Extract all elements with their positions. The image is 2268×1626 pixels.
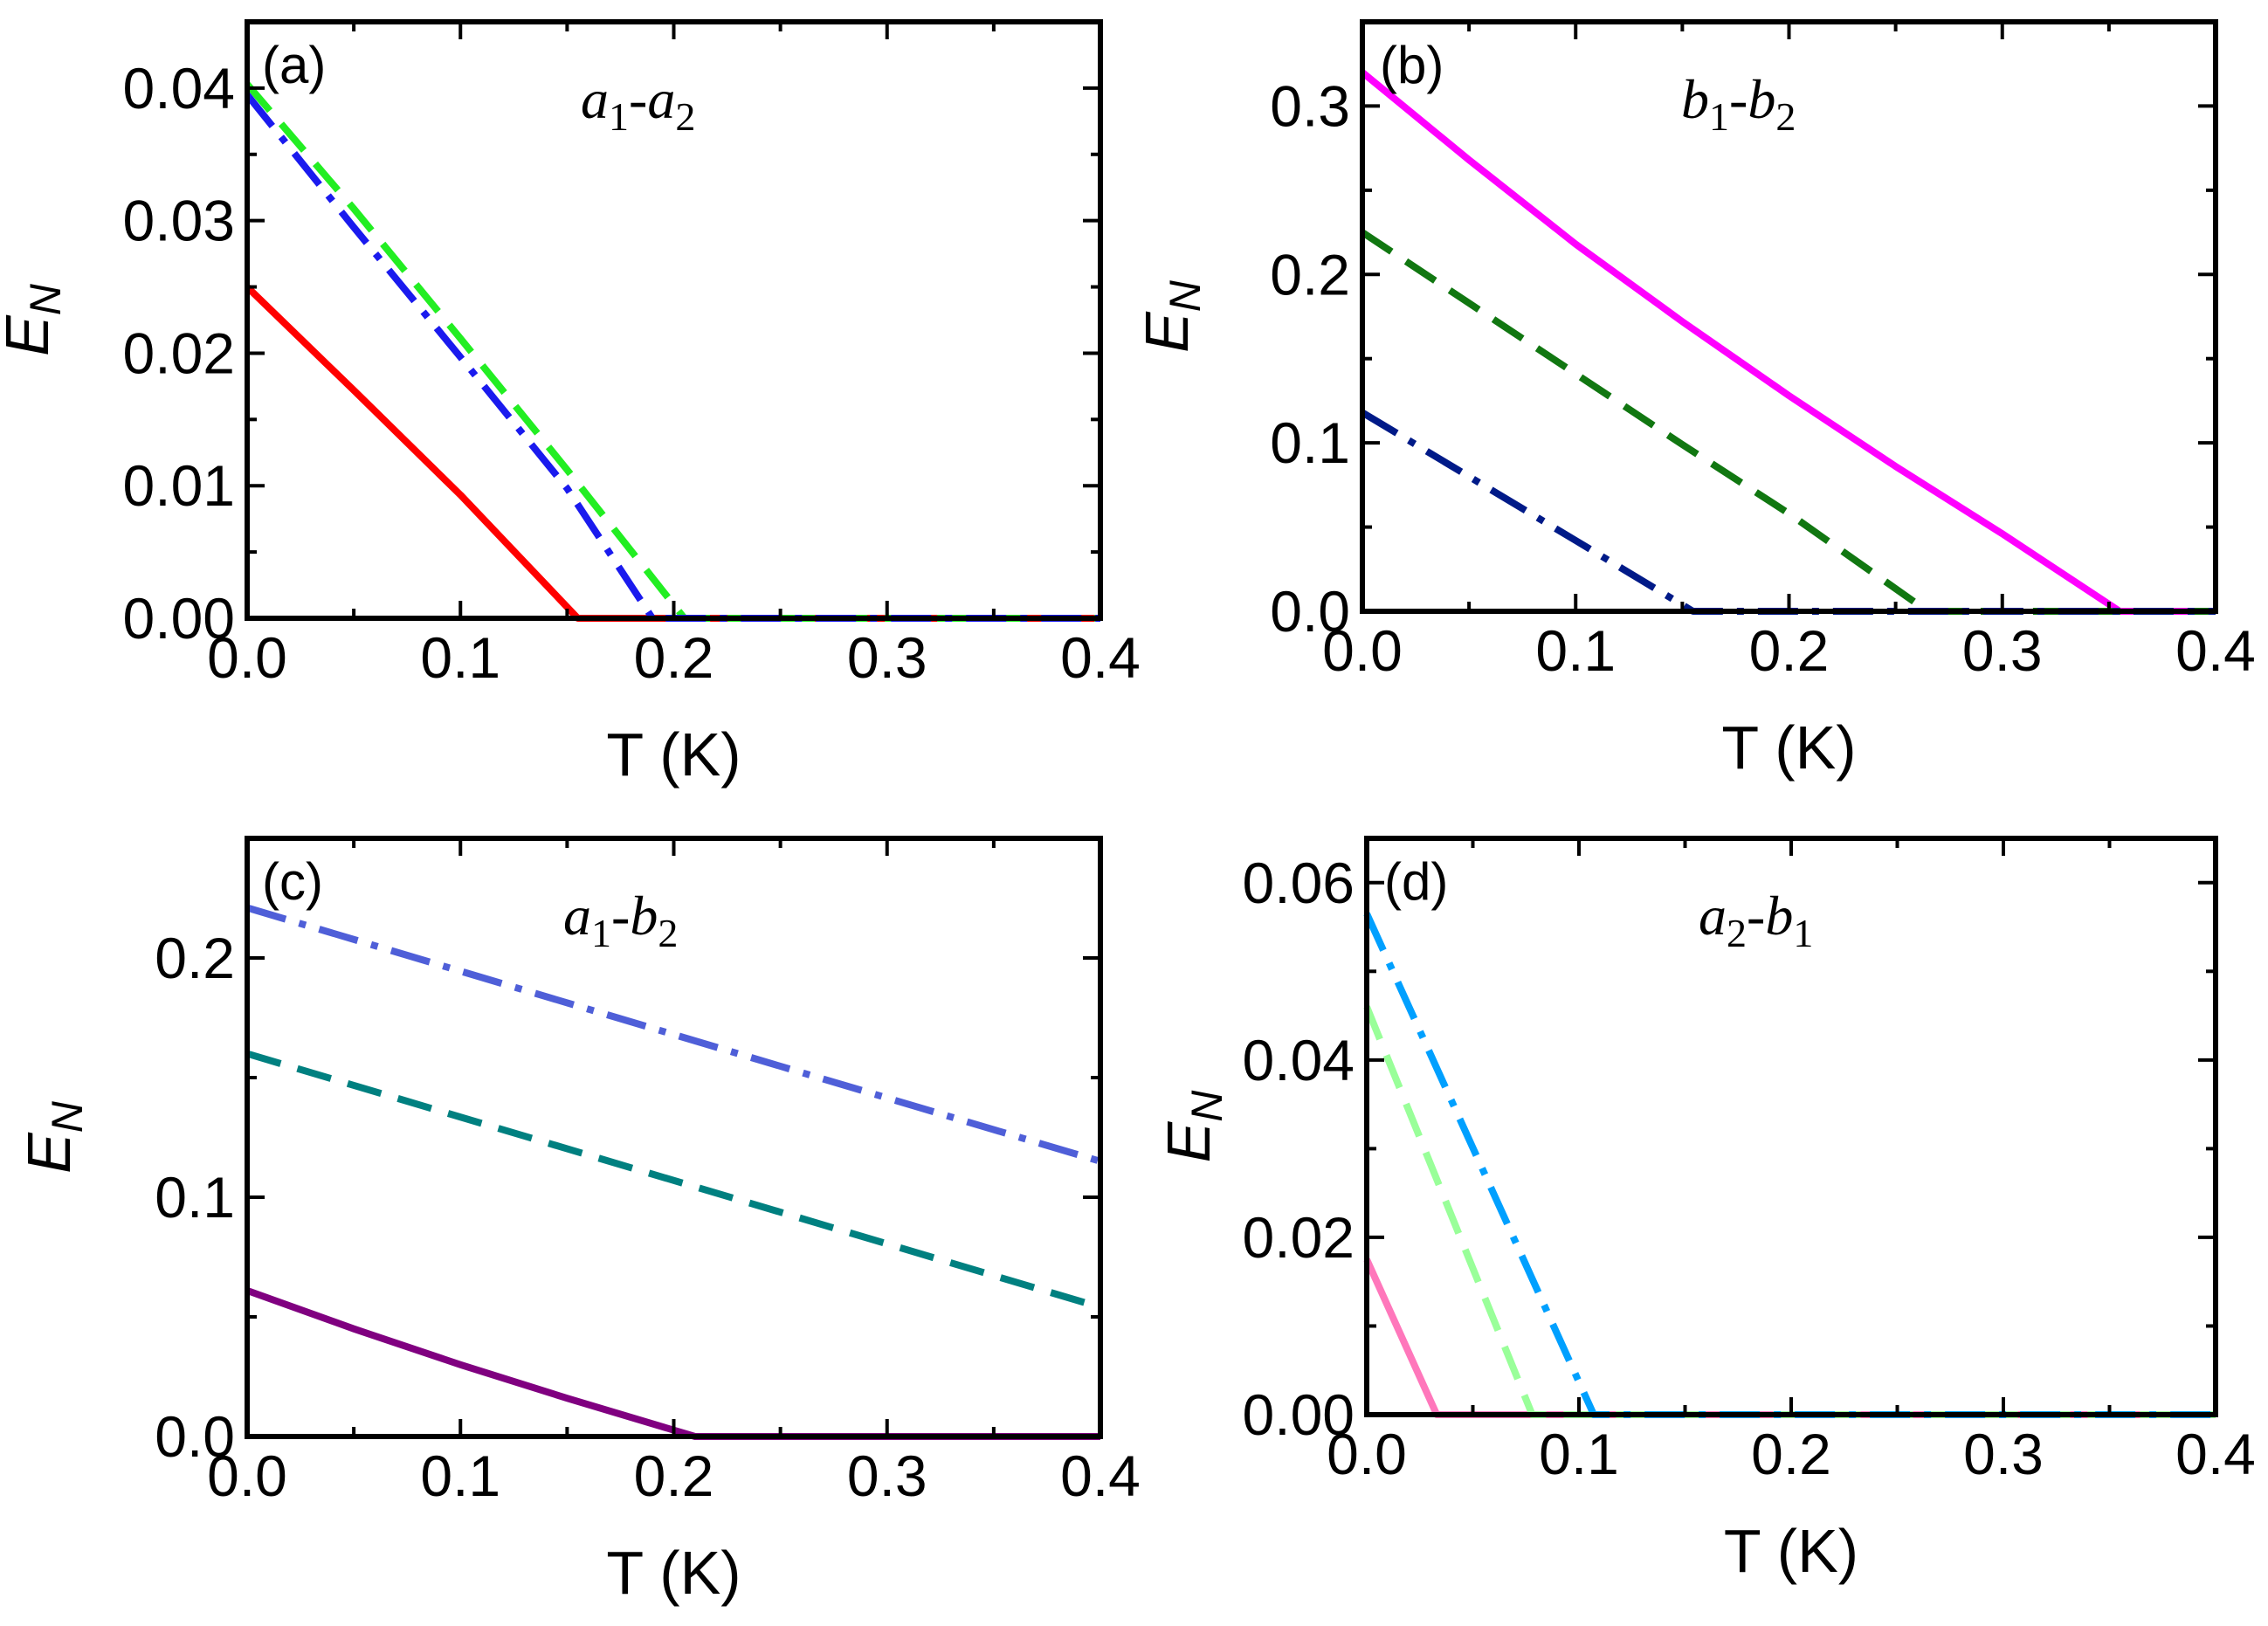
panel-a-ylabel-main: E bbox=[0, 314, 61, 356]
panel-c-xlabel: T (K) bbox=[606, 1539, 741, 1607]
panel-d-xtick-label: 0.1 bbox=[1539, 1422, 1619, 1486]
panel-a-ylabel: EN bbox=[0, 283, 70, 356]
panel-b-series-solid bbox=[1360, 69, 2216, 615]
panel-c-series-solid bbox=[245, 1287, 1100, 1440]
panel-d-xtick-label: 0.4 bbox=[2175, 1422, 2256, 1486]
panel-c-ytick-label: 0.0 bbox=[155, 1404, 235, 1469]
panel-b-xtick-label: 0.2 bbox=[1749, 618, 1830, 683]
panel-c-ytick-label: 0.1 bbox=[155, 1165, 235, 1230]
panel-d-series-solid bbox=[1363, 1257, 2216, 1418]
panel-c-label: (c) bbox=[262, 852, 323, 911]
panel-a-annotation-var2: a bbox=[647, 68, 675, 130]
panel-a-ytick-label: 0.04 bbox=[123, 56, 235, 121]
panel-d-label: (d) bbox=[1384, 852, 1448, 911]
panel-d-annotation-var1: a bbox=[1699, 885, 1727, 947]
panel-c: 0.0 0.1 0.2 0.3 0.4 0.0 0.1 0.2 T (K) EN (c) a1-b2 bbox=[15, 836, 1141, 1607]
panel-b-ytick-label: 0.0 bbox=[1270, 579, 1350, 644]
panel-c-ylabel-main: E bbox=[15, 1132, 83, 1174]
panel-a-annotation-sep: - bbox=[629, 68, 647, 130]
panel-a-annotation-sub1: 1 bbox=[609, 94, 629, 139]
panel-a-series-dashdot bbox=[244, 92, 1100, 622]
panel-c-ylabel: EN bbox=[15, 1100, 92, 1174]
panel-a-ytick-label: 0.02 bbox=[123, 320, 235, 385]
panel-b-xlabel: T (K) bbox=[1721, 713, 1856, 782]
panel-b-series-dashdot bbox=[1360, 409, 2216, 615]
panel-b-label: (b) bbox=[1380, 36, 1444, 94]
panel-b-annotation-var1: b bbox=[1681, 68, 1709, 130]
panel-d-ytick-label: 0.06 bbox=[1243, 851, 1355, 915]
panel-c-xtick-label: 0.3 bbox=[847, 1443, 927, 1508]
panel-b-xtick-label: 0.3 bbox=[1962, 618, 2043, 683]
panel-a-xtick-label: 0.3 bbox=[847, 625, 927, 690]
panel-a-label: (a) bbox=[262, 36, 326, 94]
panel-a-xtick-label: 0.2 bbox=[634, 625, 714, 690]
panel-c-series-dash bbox=[245, 1050, 1102, 1311]
panel-c-ylabel-sub: N bbox=[43, 1100, 92, 1133]
panel-c-annotation: a1-b2 bbox=[563, 885, 678, 955]
panel-c-xtick-label: 0.1 bbox=[420, 1443, 500, 1508]
panel-b-annotation-sep: - bbox=[1729, 68, 1748, 130]
panel-a-xtick-label: 0.0 bbox=[207, 625, 287, 690]
panel-a: 0.0 0.1 0.2 0.3 0.4 0.00 0.01 0.02 0.03 0.04 T (K)… bbox=[0, 19, 1141, 789]
panel-b-ylabel-sub: N bbox=[1161, 279, 1210, 312]
panel-a-annotation-sub2: 2 bbox=[675, 94, 695, 139]
panel-d-annotation-sep: - bbox=[1747, 885, 1765, 947]
panel-b-xtick-label: 0.1 bbox=[1535, 618, 1616, 683]
panel-b: 0.0 0.1 0.2 0.3 0.4 0.0 0.1 0.2 0.3 T (K) EN (b) b1-… bbox=[1133, 19, 2256, 782]
panel-d-ytick-label: 0.02 bbox=[1243, 1205, 1355, 1270]
panel-d-annotation: a2-b1 bbox=[1699, 885, 1813, 955]
panel-b-annotation-sub1: 1 bbox=[1709, 94, 1729, 139]
panel-d-xtick-label: 0.0 bbox=[1327, 1422, 1407, 1486]
panel-a-ylabel-sub: N bbox=[21, 283, 70, 315]
panel-b-annotation: b1-b2 bbox=[1681, 68, 1796, 139]
panel-a-ytick-label: 0.00 bbox=[123, 586, 235, 651]
panel-c-ytick-label: 0.2 bbox=[155, 926, 235, 990]
panel-d-ylabel-main: E bbox=[1155, 1120, 1223, 1162]
panel-a-annotation-var1: a bbox=[581, 68, 609, 130]
panel-a-annotation: a1-a2 bbox=[581, 68, 695, 139]
panel-a-ytick-label: 0.01 bbox=[123, 453, 235, 518]
panel-c-annotation-sub1: 1 bbox=[591, 911, 611, 955]
panel-c-xtick-label: 0.0 bbox=[207, 1443, 287, 1508]
panel-d-ytick-label: 0.00 bbox=[1243, 1382, 1355, 1447]
panel-d-annotation-sub2: 1 bbox=[1793, 911, 1813, 955]
panel-c-xtick-label: 0.4 bbox=[1060, 1443, 1141, 1508]
panel-b-annotation-sub2: 2 bbox=[1775, 94, 1796, 139]
panel-a-xtick-label: 0.4 bbox=[1060, 625, 1141, 690]
panel-d: 0.0 0.1 0.2 0.3 0.4 0.00 0.02 0.04 0.06 T (K) EN (d… bbox=[1155, 836, 2256, 1585]
panel-b-xtick-label: 0.4 bbox=[2175, 618, 2256, 683]
panel-b-ylabel: EN bbox=[1133, 279, 1210, 353]
panel-b-ylabel-main: E bbox=[1133, 311, 1201, 353]
panel-d-ylabel-sub: N bbox=[1182, 1090, 1231, 1122]
panel-d-xtick-label: 0.3 bbox=[1963, 1422, 2044, 1486]
panel-a-series-solid bbox=[245, 284, 1100, 622]
panel-a-series-dash bbox=[244, 81, 1100, 622]
panel-c-annotation-sub2: 2 bbox=[658, 911, 678, 955]
panel-a-xtick-label: 0.1 bbox=[420, 625, 500, 690]
panel-b-annotation-var2: b bbox=[1748, 68, 1775, 130]
panel-d-xtick-label: 0.2 bbox=[1751, 1422, 1831, 1486]
panel-b-xtick-label: 0.0 bbox=[1322, 618, 1403, 683]
panel-d-ytick-label: 0.04 bbox=[1243, 1028, 1355, 1092]
panel-c-xtick-label: 0.2 bbox=[634, 1443, 714, 1508]
panel-d-series-dashdot bbox=[1363, 912, 2216, 1418]
panel-b-ytick-label: 0.2 bbox=[1270, 242, 1350, 307]
panel-d-annotation-var2: b bbox=[1765, 885, 1793, 947]
panel-b-series-dash bbox=[1360, 229, 2216, 615]
panel-d-ylabel: EN bbox=[1155, 1090, 1231, 1163]
panel-b-ytick-label: 0.1 bbox=[1270, 410, 1350, 475]
panel-d-xlabel: T (K) bbox=[1724, 1517, 1858, 1585]
panel-d-annotation-sub1: 2 bbox=[1727, 911, 1747, 955]
panel-c-annotation-var1: a bbox=[563, 885, 591, 947]
panel-b-ytick-label: 0.3 bbox=[1270, 73, 1350, 138]
panel-a-ytick-label: 0.03 bbox=[123, 189, 235, 253]
panel-c-annotation-sep: - bbox=[611, 885, 630, 947]
panel-d-series-dash bbox=[1363, 1005, 2216, 1418]
panel-a-xlabel: T (K) bbox=[606, 720, 741, 789]
panel-c-annotation-var2: b bbox=[630, 885, 658, 947]
